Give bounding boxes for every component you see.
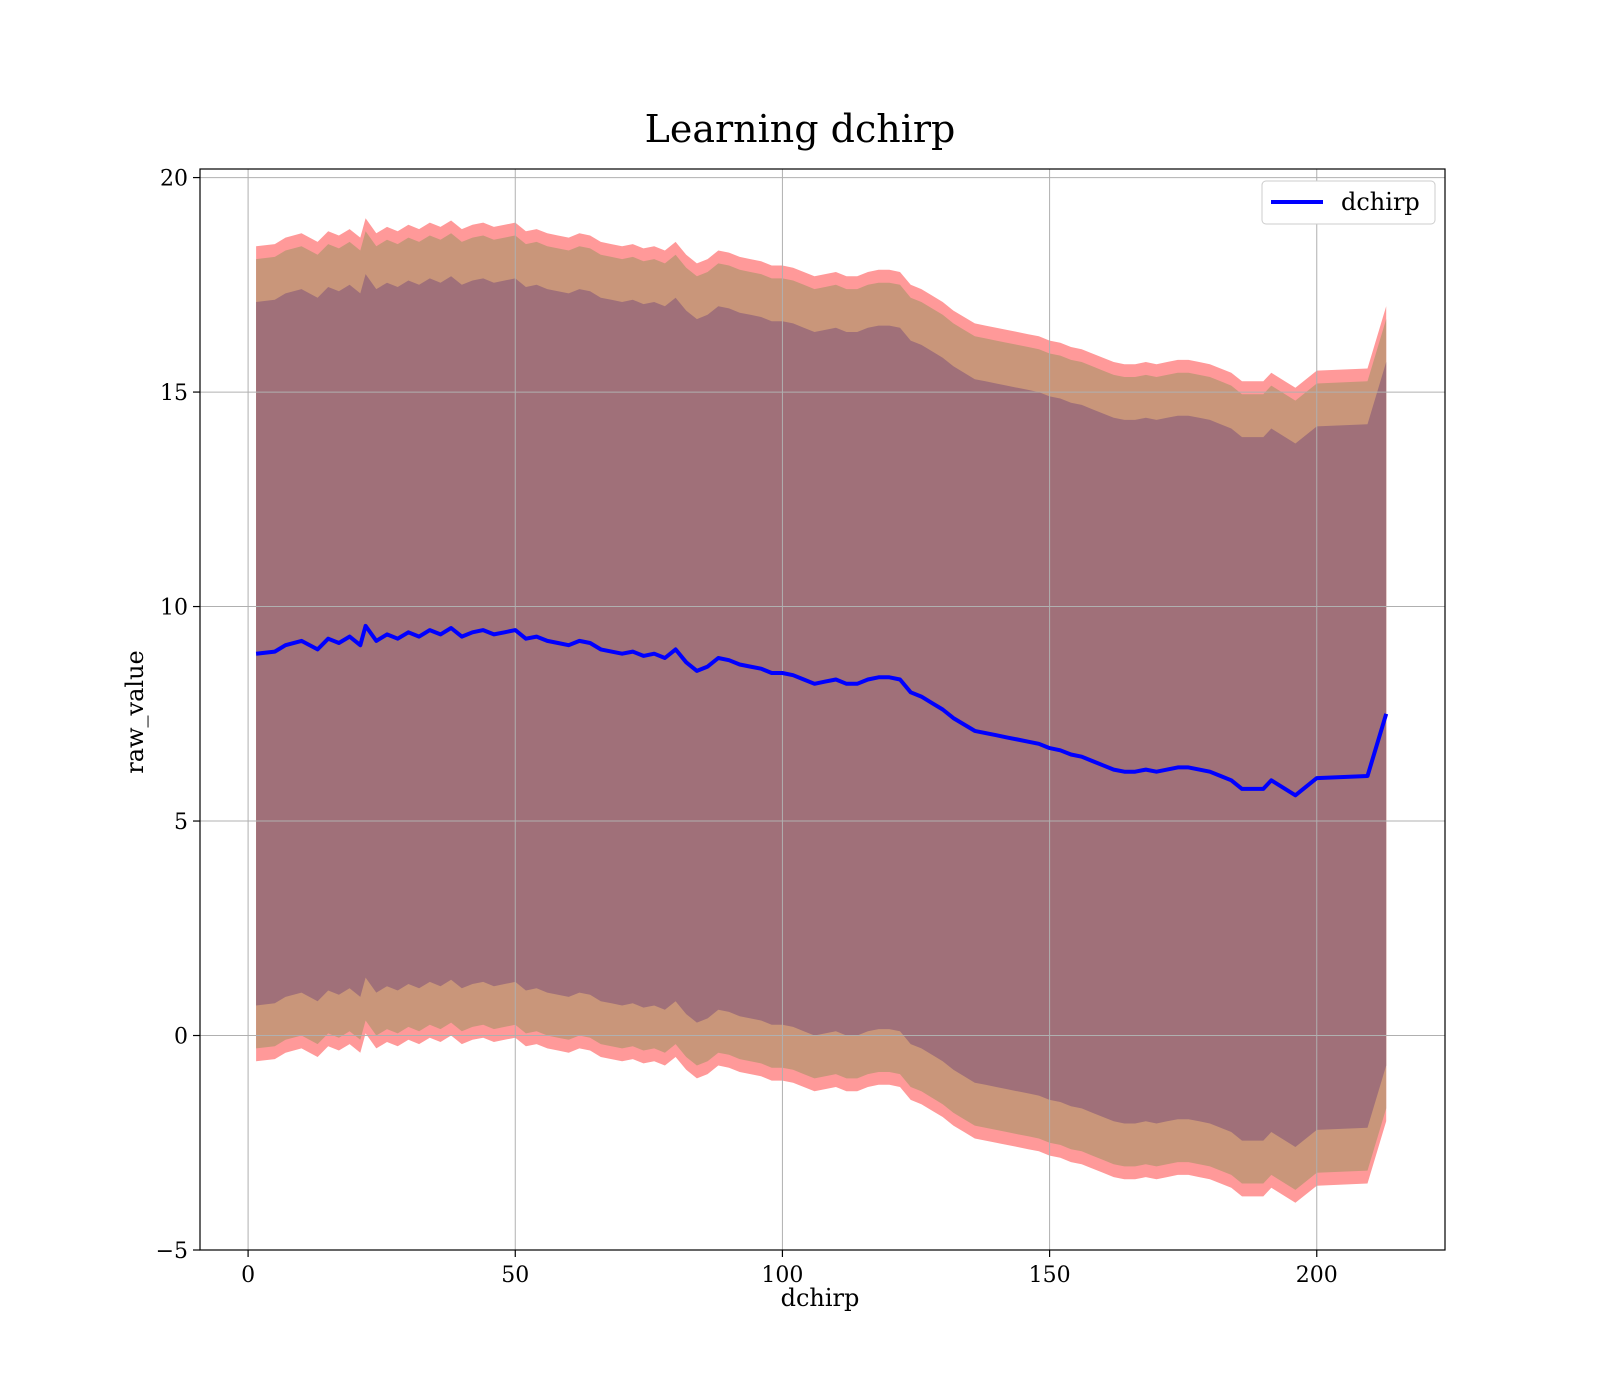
bands [256, 218, 1387, 1203]
y-tick-label: −5 [156, 1239, 188, 1264]
plot-area [199, 168, 1446, 1251]
y-axis-label: raw_value [121, 650, 149, 774]
y-tick-label: 10 [160, 596, 188, 621]
y-tick-label: 0 [174, 1025, 188, 1050]
x-tick-label: 0 [241, 1263, 255, 1288]
legend-box [1261, 180, 1436, 225]
legend: dchirp [1261, 180, 1436, 225]
x-tick-label: 50 [501, 1263, 529, 1288]
x-tick-label: 150 [1029, 1263, 1071, 1288]
x-axis-label: dchirp [781, 1284, 860, 1312]
y-axis: −5 0 5 10 15 20 [156, 167, 200, 1264]
chart-title: Learning dchirp [645, 107, 956, 151]
y-tick-label: 20 [160, 167, 188, 192]
x-tick-label: 100 [761, 1263, 803, 1288]
y-tick-label: 5 [174, 810, 188, 835]
series-line-dchirp [255, 623, 1389, 798]
legend-label: dchirp [1341, 188, 1420, 216]
plot-frame [199, 168, 1446, 1251]
x-axis: 0 50 100 150 200 [241, 1250, 1338, 1288]
x-tick-label: 200 [1296, 1263, 1338, 1288]
band-inner [256, 274, 1387, 1148]
y-tick-label: 15 [160, 381, 188, 406]
